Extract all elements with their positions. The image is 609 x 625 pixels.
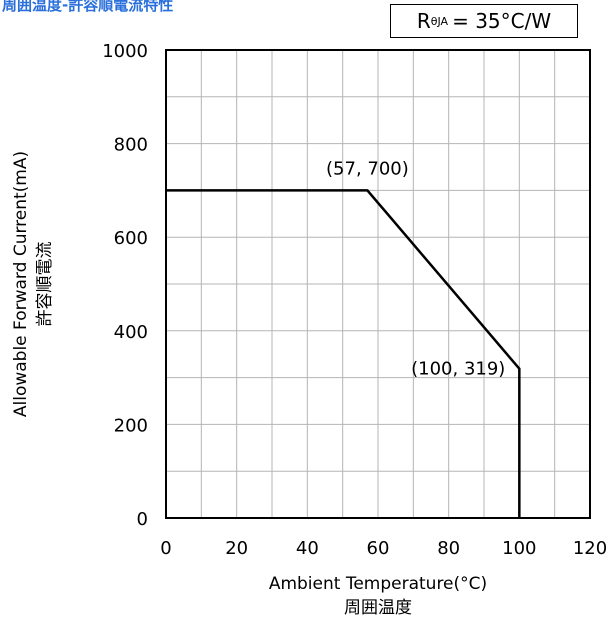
point-annotation: (100, 319) <box>411 359 505 380</box>
r-symbol: R <box>416 9 431 33</box>
x-tick-label: 120 <box>573 538 607 559</box>
y-tick-label: 200 <box>114 415 148 436</box>
y-tick-label: 800 <box>114 135 148 156</box>
x-tick-label: 40 <box>296 538 319 559</box>
annotations: (57, 700) (100, 319) <box>326 158 505 379</box>
y-tick-label: 400 <box>114 322 148 343</box>
y-tick-labels: 0 200 400 600 800 1000 <box>102 41 148 530</box>
y-tick-label: 600 <box>114 228 148 249</box>
x-axis-label-sub: 周囲温度 <box>344 598 412 618</box>
x-tick-label: 20 <box>225 538 248 559</box>
y-tick-label: 0 <box>137 509 148 530</box>
point-annotation: (57, 700) <box>326 158 409 179</box>
x-axis-label: Ambient Temperature(°C) <box>269 574 487 594</box>
y-tick-label: 1000 <box>102 41 148 62</box>
x-tick-label: 60 <box>367 538 390 559</box>
r-value: = 35°C/W <box>452 9 552 33</box>
r-subscript: θJA <box>430 14 449 28</box>
x-tick-label: 0 <box>160 538 171 559</box>
chart-title: 周囲温度-許容順電流特性 <box>2 0 174 14</box>
y-axis-label-sub: 許容順電流 <box>35 242 55 327</box>
x-tick-label: 80 <box>437 538 460 559</box>
x-tick-labels: 0 20 40 60 80 100 120 <box>160 538 607 559</box>
y-axis-label: Allowable Forward Current(mA) <box>11 151 31 417</box>
derating-curve <box>166 189 521 518</box>
plot-frame <box>165 49 591 519</box>
x-tick-label: 100 <box>502 538 536 559</box>
grid-lines <box>166 50 590 518</box>
